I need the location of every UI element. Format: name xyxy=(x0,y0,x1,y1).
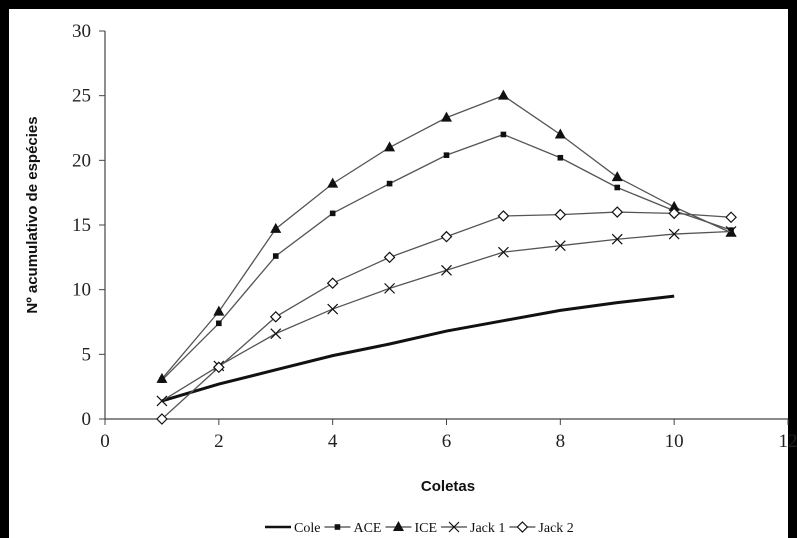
data-point-square xyxy=(216,320,222,327)
data-point-square xyxy=(443,152,450,158)
legend-item-jack-2: Jack 2 xyxy=(509,521,574,536)
data-point-x xyxy=(497,246,509,258)
x-tick-label: 4 xyxy=(328,431,338,452)
data-point-triangle xyxy=(441,111,452,122)
series-line-ace xyxy=(161,133,732,381)
series-jack-1 xyxy=(156,226,737,407)
data-point-triangle xyxy=(327,177,339,188)
series-layer xyxy=(156,89,737,425)
data-point-triangle xyxy=(213,305,225,316)
data-point-x xyxy=(611,233,623,245)
data-point-diamond xyxy=(516,521,529,533)
data-point-triangle xyxy=(156,372,168,383)
data-point-square xyxy=(272,253,279,259)
data-point-diamond xyxy=(611,206,624,218)
legend-label: Jack 1 xyxy=(470,521,505,536)
series-ice xyxy=(156,89,737,383)
legend-label: Jack 2 xyxy=(538,521,573,536)
legend-label: Cole xyxy=(294,521,320,536)
legend-label: ACE xyxy=(353,521,381,536)
data-point-x xyxy=(554,240,566,252)
x-tick-label: 2 xyxy=(214,431,224,452)
data-point-triangle xyxy=(384,141,396,152)
y-axis-title: Nº acumulativo de espécies xyxy=(24,116,41,313)
data-point-diamond xyxy=(326,277,339,290)
data-point-x xyxy=(327,303,339,315)
y-tick-label: 5 xyxy=(82,344,92,365)
y-tick-label: 10 xyxy=(72,280,91,301)
data-point-triangle xyxy=(392,521,404,531)
data-point-triangle xyxy=(270,222,282,233)
data-point-diamond xyxy=(212,361,225,374)
x-tick-label: 12 xyxy=(779,431,797,452)
data-point-triangle xyxy=(554,128,566,139)
series-jack-2 xyxy=(156,206,737,425)
x-tick-label: 0 xyxy=(100,431,110,452)
data-point-triangle xyxy=(611,171,623,182)
data-point-diamond xyxy=(725,211,737,224)
data-point-diamond xyxy=(156,413,168,425)
data-point-x xyxy=(441,264,452,276)
data-point-x xyxy=(448,521,460,533)
axes: 0 2 4 6 8 10 12 0 5 10 15 20 25 30 xyxy=(72,21,797,452)
data-point-diamond xyxy=(668,207,681,220)
x-tick-label: 8 xyxy=(556,431,566,452)
y-tick-label: 30 xyxy=(72,21,91,42)
data-point-diamond xyxy=(554,208,567,221)
series-ace xyxy=(159,131,734,383)
data-point-square xyxy=(500,131,507,138)
series-cole xyxy=(161,294,675,403)
data-point-x xyxy=(270,328,282,340)
data-point-diamond xyxy=(497,210,510,222)
data-point-triangle xyxy=(668,200,680,211)
x-tick-label: 6 xyxy=(442,431,452,452)
data-point-square xyxy=(557,154,564,161)
y-tick-label: 15 xyxy=(72,215,91,236)
legend-item-cole: Cole xyxy=(265,521,320,536)
data-point-square xyxy=(334,524,341,530)
data-point-square xyxy=(614,184,621,191)
data-point-square xyxy=(329,210,336,217)
y-tick-label: 25 xyxy=(72,86,91,107)
data-point-x xyxy=(668,228,680,240)
y-tick-label: 0 xyxy=(82,409,92,430)
data-point-x xyxy=(384,282,396,294)
x-axis-title: Coletas xyxy=(421,478,475,495)
legend-item-ice: ICE xyxy=(385,521,437,536)
legend-item-ace: ACE xyxy=(324,521,381,536)
legend: Cole ACE ICE Jack 1 Jack 2 xyxy=(265,521,574,536)
data-point-diamond xyxy=(269,310,282,323)
legend-label: ICE xyxy=(414,521,437,536)
data-point-x xyxy=(725,226,737,237)
data-point-diamond xyxy=(440,230,453,243)
data-point-x xyxy=(156,395,168,407)
legend-item-jack-1: Jack 1 xyxy=(441,521,505,536)
y-tick-label: 20 xyxy=(72,150,91,171)
data-point-triangle xyxy=(497,89,509,100)
x-tick-label: 10 xyxy=(665,431,684,452)
series-line-jack-2 xyxy=(161,211,732,420)
series-line-cole xyxy=(161,294,675,403)
data-point-square xyxy=(386,180,393,187)
data-point-diamond xyxy=(383,251,396,264)
